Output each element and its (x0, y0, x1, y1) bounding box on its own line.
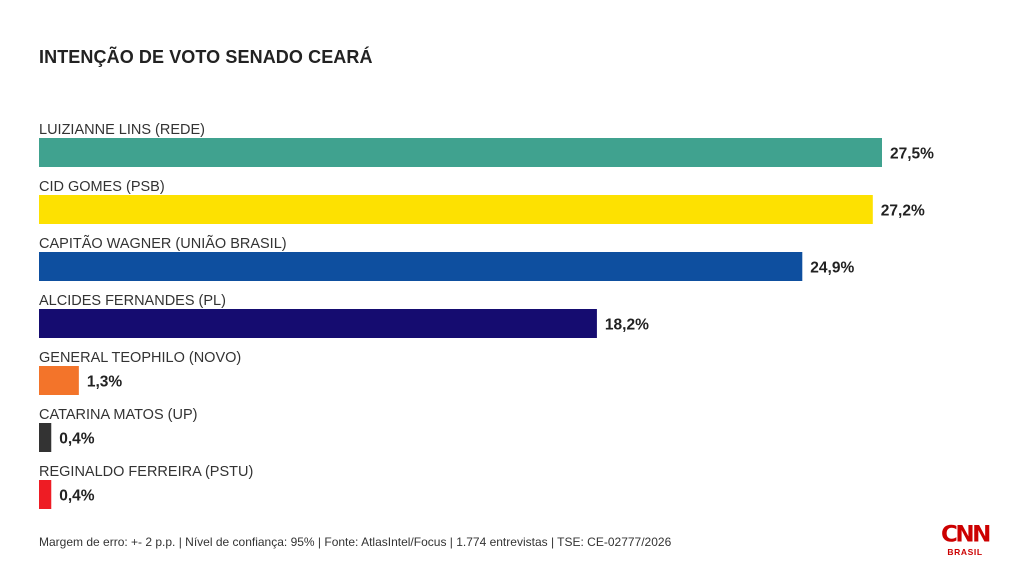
value-label: 27,5% (890, 146, 934, 163)
bar (39, 480, 52, 509)
logo-brand: CNN (941, 522, 991, 548)
value-label: 0,4% (59, 488, 95, 505)
category-label: ALCIDES FERNANDES (PL) (39, 293, 226, 309)
category-label: CID GOMES (PSB) (39, 179, 165, 195)
footer-note: Margem de erro: +- 2 p.p. | Nível de con… (39, 535, 672, 549)
value-label: 24,9% (810, 260, 854, 277)
value-label: 0,4% (59, 431, 95, 448)
bar (39, 309, 597, 338)
category-label: REGINALDO FERREIRA (PSTU) (39, 464, 253, 480)
bar (39, 138, 882, 167)
category-label: LUIZIANNE LINS (REDE) (39, 122, 205, 138)
value-label: 1,3% (87, 374, 123, 391)
value-label: 18,2% (605, 317, 649, 334)
cnn-brasil-logo: CNN BRASIL (940, 522, 991, 560)
chart-title: INTENÇÃO DE VOTO SENADO CEARÁ (39, 47, 373, 67)
logo-sub: BRASIL (947, 547, 983, 557)
bar-chart: LUIZIANNE LINS (REDE) 27,5% CID GOMES (PSB… (39, 122, 934, 509)
category-label: GENERAL TEOPHILO (NOVO) (39, 350, 241, 366)
category-label: CAPITÃO WAGNER (UNIÃO BRASIL) (39, 235, 287, 252)
bar (39, 366, 79, 395)
bar (39, 252, 803, 281)
bar (39, 195, 873, 224)
value-label: 27,2% (881, 203, 925, 220)
category-label: CATARINA MATOS (UP) (39, 407, 197, 423)
bar (39, 423, 52, 452)
